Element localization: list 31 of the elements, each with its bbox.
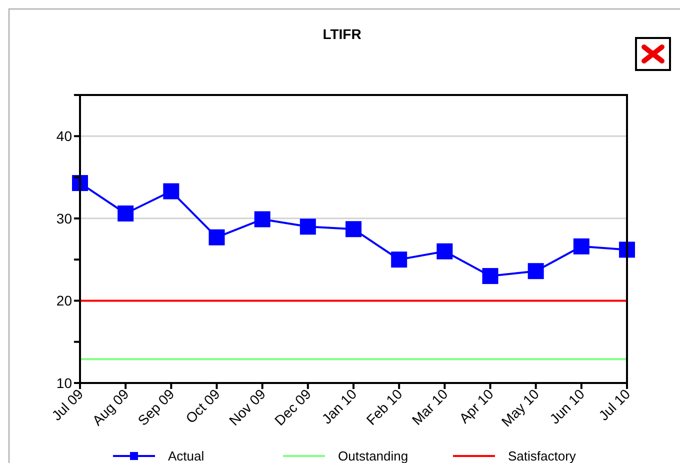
x-tick-label: Apr 10: [456, 386, 497, 426]
x-tick-label: Jun 10: [546, 386, 588, 427]
point: [163, 183, 180, 200]
y-tick-label: 30: [56, 210, 72, 226]
x-tick-label: May 10: [498, 386, 542, 430]
point: [254, 211, 270, 228]
x-tick-label: Aug 09: [89, 386, 132, 428]
point: [482, 268, 498, 284]
x-tick-label: Sep 09: [134, 386, 178, 428]
legend-label: Actual: [168, 448, 204, 463]
y-tick-label: 20: [56, 292, 72, 309]
legend-label: Outstanding: [338, 448, 408, 463]
x-tick-label: Jan 10: [318, 386, 360, 427]
point: [436, 243, 453, 260]
y-tick-label: 10: [56, 374, 72, 391]
x-tick-label: Mar 10: [408, 386, 451, 428]
legend-label: Satisfactory: [508, 448, 576, 463]
x-tick-label: Jul 10: [595, 386, 634, 424]
x-tick-label: Oct 09: [182, 386, 224, 426]
point: [528, 263, 544, 280]
x-tick-label: Nov 09: [226, 386, 269, 428]
point: [208, 229, 225, 246]
x-tick-label: Dec 09: [271, 386, 314, 428]
chart-title: LTIFR: [322, 26, 362, 42]
point: [391, 252, 408, 268]
point: [346, 221, 362, 238]
point: [300, 218, 316, 235]
point: [118, 205, 134, 222]
y-tick-label: 40: [56, 128, 72, 144]
x-tick-label: Feb 10: [363, 386, 406, 428]
point: [573, 238, 590, 254]
